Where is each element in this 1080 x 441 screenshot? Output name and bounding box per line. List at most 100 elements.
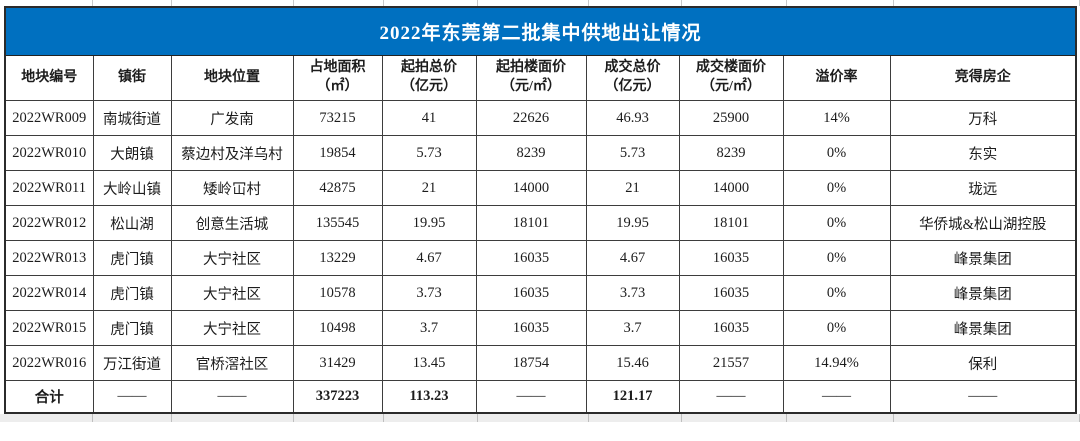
table-cell: 16035 <box>475 275 587 311</box>
table-cell: 25900 <box>678 100 784 136</box>
table-cell: 峰景集团 <box>889 240 1077 276</box>
table-cell: 14000 <box>475 170 587 206</box>
table-cell: 2022WR015 <box>4 310 94 346</box>
gridline-segment <box>294 0 384 6</box>
gridline-segment <box>294 413 384 422</box>
table-cell: 73215 <box>292 100 383 136</box>
gridline-segment <box>682 413 787 422</box>
column-header-6: 起拍楼面价 （元/㎡） <box>475 55 587 101</box>
table-cell: 创意生活城 <box>170 205 294 241</box>
table-title: 2022年东莞第二批集中供地出让情况 <box>4 6 1077 56</box>
title-row: 2022年东莞第二批集中供地出让情况 <box>4 6 1077 56</box>
table-cell: 官桥滘社区 <box>170 345 294 381</box>
table-cell: —— <box>782 380 891 413</box>
table-cell: 虎门镇 <box>92 275 172 311</box>
gridline-segment <box>787 0 895 6</box>
table-row: 2022WR009 南城街道 广发南 73215 41 22626 46.93 25900 14… <box>4 100 1077 136</box>
table-cell: 0% <box>782 205 891 241</box>
table-cell: 337223 <box>292 380 383 413</box>
table-cell: 10578 <box>292 275 383 311</box>
column-header-7: 成交总价 （亿元） <box>585 55 680 101</box>
column-header-5: 起拍总价 （亿元） <box>381 55 477 101</box>
column-header-3: 地块位置 <box>170 55 294 101</box>
table-cell: 2022WR013 <box>4 240 94 276</box>
table-cell: 大朗镇 <box>92 135 172 171</box>
table-cell: 113.23 <box>381 380 477 413</box>
table-cell: 东实 <box>889 135 1077 171</box>
table-cell: 19.95 <box>585 205 680 241</box>
table-cell: 3.7 <box>585 310 680 346</box>
table-cell: 0% <box>782 170 891 206</box>
table-cell: 广发南 <box>170 100 294 136</box>
table-cell: 19854 <box>292 135 383 171</box>
gridline-segment <box>478 0 589 6</box>
table-cell: 0% <box>782 310 891 346</box>
gridline-segment <box>172 413 295 422</box>
table-cell: 大宁社区 <box>170 240 294 276</box>
table-cell: 3.73 <box>381 275 477 311</box>
table-cell: 5.73 <box>585 135 680 171</box>
column-header-10: 竞得房企 <box>889 55 1077 101</box>
table-cell: —— <box>889 380 1077 413</box>
table-row: 2022WR010 大朗镇 蔡边村及洋乌村 19854 5.73 8239 5.73 8239… <box>4 135 1077 171</box>
table-cell: 19.95 <box>381 205 477 241</box>
table-cell: 0% <box>782 240 891 276</box>
table-cell: 16035 <box>475 240 587 276</box>
table-cell: —— <box>678 380 784 413</box>
table-cell: 41 <box>381 100 477 136</box>
table-cell: 0% <box>782 135 891 171</box>
gridline-segment <box>93 413 173 422</box>
land-sale-table: 2022年东莞第二批集中供地出让情况 地块编号 镇街 地块位置 占地面积 （㎡） 起拍总… <box>4 6 1078 414</box>
header-row: 地块编号 镇街 地块位置 占地面积 （㎡） 起拍总价 （亿元） 起拍楼面价 （元/㎡） 成交… <box>4 55 1077 101</box>
table-cell: 16035 <box>475 310 587 346</box>
table-cell: 8239 <box>475 135 587 171</box>
gridline-segment <box>478 413 589 422</box>
table-cell: 2022WR011 <box>4 170 94 206</box>
column-header-4: 占地面积 （㎡） <box>292 55 383 101</box>
table-cell: 松山湖 <box>92 205 172 241</box>
column-header-1: 地块编号 <box>4 55 94 101</box>
table-cell: 2022WR009 <box>4 100 94 136</box>
table-cell: 21 <box>585 170 680 206</box>
total-row: 合计 —— —— 337223 113.23 —— 121.17 —— —— —— <box>4 380 1077 413</box>
gridline-segment <box>787 413 895 422</box>
gridline-segment <box>93 0 173 6</box>
table-cell: 18101 <box>475 205 587 241</box>
table-row: 2022WR014 虎门镇 大宁社区 10578 3.73 16035 3.73 16035 0… <box>4 275 1077 311</box>
table-cell: 2022WR010 <box>4 135 94 171</box>
gridline-segment <box>894 0 1080 6</box>
table-cell: 万江街道 <box>92 345 172 381</box>
table-cell: 135545 <box>292 205 383 241</box>
gridline-segment <box>5 413 94 422</box>
table-cell: 22626 <box>475 100 587 136</box>
table-cell: 18754 <box>475 345 587 381</box>
table-cell: 14000 <box>678 170 784 206</box>
table-cell: 16035 <box>678 240 784 276</box>
gridline-segment <box>5 0 94 6</box>
table-cell: 峰景集团 <box>889 275 1077 311</box>
column-header-2: 镇街 <box>92 55 172 101</box>
table-cell: 矮岭冚村 <box>170 170 294 206</box>
gridline-segment <box>682 0 787 6</box>
table-cell: 4.67 <box>585 240 680 276</box>
table-cell: 15.46 <box>585 345 680 381</box>
table-cell: 21557 <box>678 345 784 381</box>
table-cell: 14.94% <box>782 345 891 381</box>
table-row: 2022WR016 万江街道 官桥滘社区 31429 13.45 18754 15.46 21… <box>4 345 1077 381</box>
gridline-segment <box>384 413 479 422</box>
table-cell: —— <box>475 380 587 413</box>
table-cell: 8239 <box>678 135 784 171</box>
table-cell: 46.93 <box>585 100 680 136</box>
column-header-8: 成交楼面价 （元/㎡） <box>678 55 784 101</box>
table-cell: 16035 <box>678 275 784 311</box>
top-gridline-strip <box>0 0 1080 6</box>
table-cell: 2022WR016 <box>4 345 94 381</box>
table-cell: 大岭山镇 <box>92 170 172 206</box>
table-cell: 0% <box>782 275 891 311</box>
gridline-segment <box>589 413 683 422</box>
column-header-9: 溢价率 <box>782 55 891 101</box>
table-cell: 虎门镇 <box>92 240 172 276</box>
table-cell: 蔡边村及洋乌村 <box>170 135 294 171</box>
table-cell: 大宁社区 <box>170 275 294 311</box>
